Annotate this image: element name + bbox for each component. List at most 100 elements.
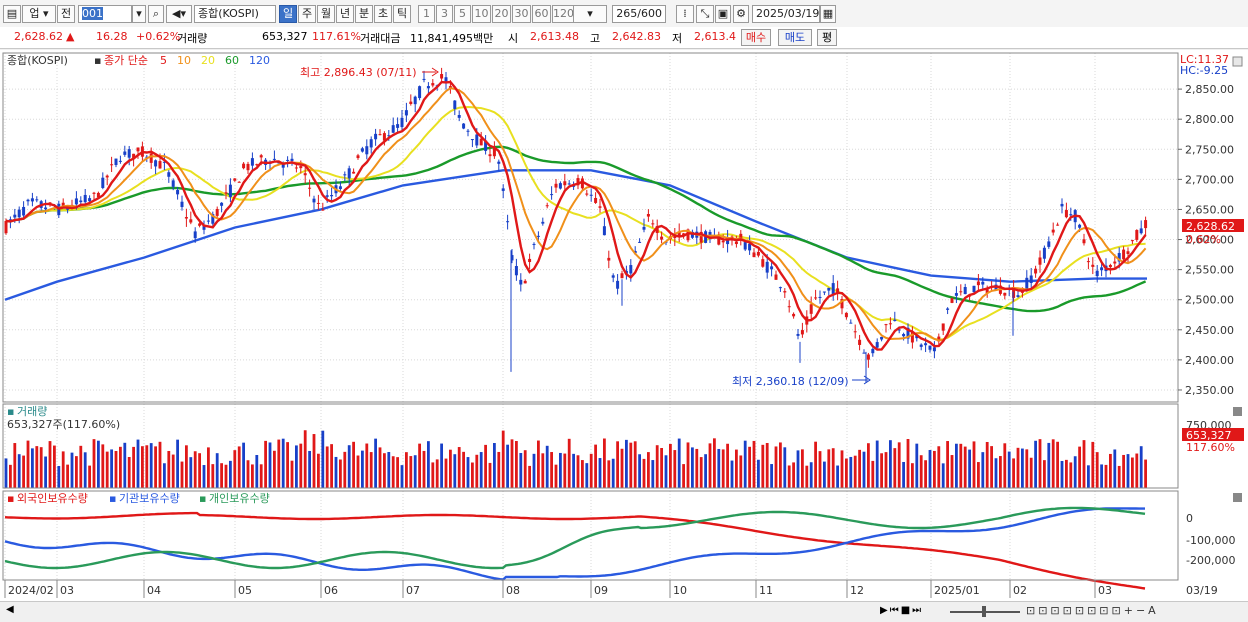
- volume-bar: [141, 446, 144, 488]
- volume-bar: [167, 450, 171, 488]
- volume-bar: [594, 444, 597, 488]
- volume-bar: [875, 440, 879, 488]
- volume-bar: [427, 441, 430, 488]
- volume-bar: [48, 441, 52, 488]
- volume-bar: [418, 443, 421, 488]
- candle-body: [74, 198, 78, 205]
- nav-buttons[interactable]: ▶⏮■⏭: [880, 605, 924, 616]
- candle-body: [444, 77, 448, 82]
- interval-1[interactable]: 1: [418, 5, 435, 23]
- volume-bar: [770, 464, 773, 488]
- interval-60[interactable]: 60: [532, 5, 551, 23]
- save-icon[interactable]: ▣: [715, 5, 731, 23]
- volume-bar: [752, 440, 756, 488]
- period-틱[interactable]: 틱: [393, 5, 411, 23]
- volume-bar: [396, 457, 399, 488]
- y-tick: 2,850.00: [1185, 83, 1234, 96]
- candle-body: [888, 323, 892, 325]
- candle-body: [286, 159, 290, 161]
- candle-body: [259, 155, 263, 158]
- period-초[interactable]: 초: [374, 5, 392, 23]
- lc-label: LC:11.37: [1180, 53, 1229, 66]
- volume-bar: [651, 460, 655, 488]
- scroll-left-icon[interactable]: ◀: [6, 604, 14, 615]
- volume-bar: [488, 462, 492, 488]
- candle-body: [673, 235, 677, 239]
- volume-bar: [880, 453, 883, 488]
- volume-bar: [523, 450, 527, 488]
- search-icon[interactable]: ⌕: [148, 5, 164, 23]
- chart-area[interactable]: 종합(KOSPI) ▪ 종가 단순 5 10 20 60 120 LC:11.37 HC…: [0, 50, 1248, 601]
- period-일[interactable]: 일: [279, 5, 297, 23]
- volume-bar: [999, 456, 1002, 488]
- period-주[interactable]: 주: [298, 5, 316, 23]
- date-input[interactable]: 2025/03/19: [752, 5, 820, 23]
- candle-body: [246, 163, 250, 171]
- interval-3[interactable]: 3: [436, 5, 453, 23]
- candle-body: [325, 195, 329, 197]
- candle-body: [1086, 261, 1090, 263]
- zoom-slider-handle[interactable]: [982, 606, 986, 617]
- volume-bar: [990, 446, 993, 488]
- candle-body: [321, 209, 325, 211]
- amount-value: 11,841,495백만: [410, 32, 494, 45]
- holding-legend-icon: ▪: [7, 492, 14, 505]
- candle-body: [184, 217, 188, 219]
- count-display[interactable]: 265/600: [612, 5, 666, 23]
- y-tick: 2,650.00: [1185, 203, 1234, 216]
- period-년[interactable]: 년: [336, 5, 354, 23]
- interval-10[interactable]: 10: [472, 5, 491, 23]
- volume-bar: [185, 445, 188, 488]
- volume-bar: [792, 462, 795, 488]
- tool-icon[interactable]: ⁞: [676, 5, 694, 23]
- chart-type-icon[interactable]: ▤: [3, 5, 21, 23]
- candle-body: [202, 226, 206, 230]
- calendar-icon[interactable]: ▦: [820, 5, 836, 23]
- holding-line: [4, 507, 1145, 581]
- interval-30[interactable]: 30: [512, 5, 531, 23]
- volume-bar: [1029, 457, 1033, 488]
- interval-20[interactable]: 20: [492, 5, 511, 23]
- volume-tag-text: 653,327: [1186, 429, 1232, 442]
- ma120-polyline: [4, 169, 1147, 301]
- buy-button[interactable]: 매수: [741, 29, 771, 46]
- candle-body: [840, 299, 844, 309]
- candle-body: [602, 226, 606, 236]
- interval-5[interactable]: 5: [454, 5, 471, 23]
- candle-body: [17, 209, 21, 218]
- period-분[interactable]: 분: [355, 5, 373, 23]
- x-tick: 05: [238, 584, 252, 597]
- code-dropdown-icon[interactable]: ▾: [132, 5, 146, 23]
- tool-icons[interactable]: ⊡⊡⊡⊡⊡⊡⊡⊡+−A: [1026, 604, 1159, 617]
- candle-body: [792, 313, 796, 317]
- holding-legend-외국인보유수량: 외국인보유수량: [17, 492, 88, 505]
- candle-body: [30, 198, 34, 202]
- volume-bar: [1047, 442, 1051, 488]
- gear-icon[interactable]: ⚙: [733, 5, 749, 23]
- ma-10-line: [5, 87, 1147, 342]
- code-input[interactable]: 001: [78, 5, 132, 23]
- index-name: 종합(KOSPI): [194, 5, 276, 23]
- holding-y-tick: 0: [1186, 512, 1193, 525]
- market-select[interactable]: 업 ▾: [22, 5, 56, 23]
- zoom-icon[interactable]: ⤡: [696, 5, 714, 23]
- volume-bar: [757, 459, 760, 488]
- scroll-bar[interactable]: ◀ ▶⏮■⏭ ⊡⊡⊡⊡⊡⊡⊡⊡+−A: [0, 601, 1248, 622]
- volume-bar: [620, 448, 624, 488]
- volume-bar: [528, 465, 531, 488]
- period-월[interactable]: 월: [317, 5, 335, 23]
- interval-dropdown[interactable]: ▾: [573, 5, 607, 23]
- volume-bar: [642, 458, 646, 488]
- volume-bar: [611, 458, 615, 488]
- volume-bar: [647, 452, 650, 488]
- prev-button[interactable]: 전: [57, 5, 75, 23]
- candle-body: [532, 243, 536, 245]
- volume-bar: [444, 458, 448, 488]
- avg-button[interactable]: 평: [817, 29, 837, 46]
- interval-120[interactable]: 120: [552, 5, 574, 23]
- candle-body: [237, 181, 241, 183]
- speaker-icon[interactable]: ◀▾: [166, 5, 192, 23]
- sell-button[interactable]: 매도: [778, 29, 812, 46]
- candle-body: [523, 280, 527, 284]
- volume-bar: [299, 443, 303, 488]
